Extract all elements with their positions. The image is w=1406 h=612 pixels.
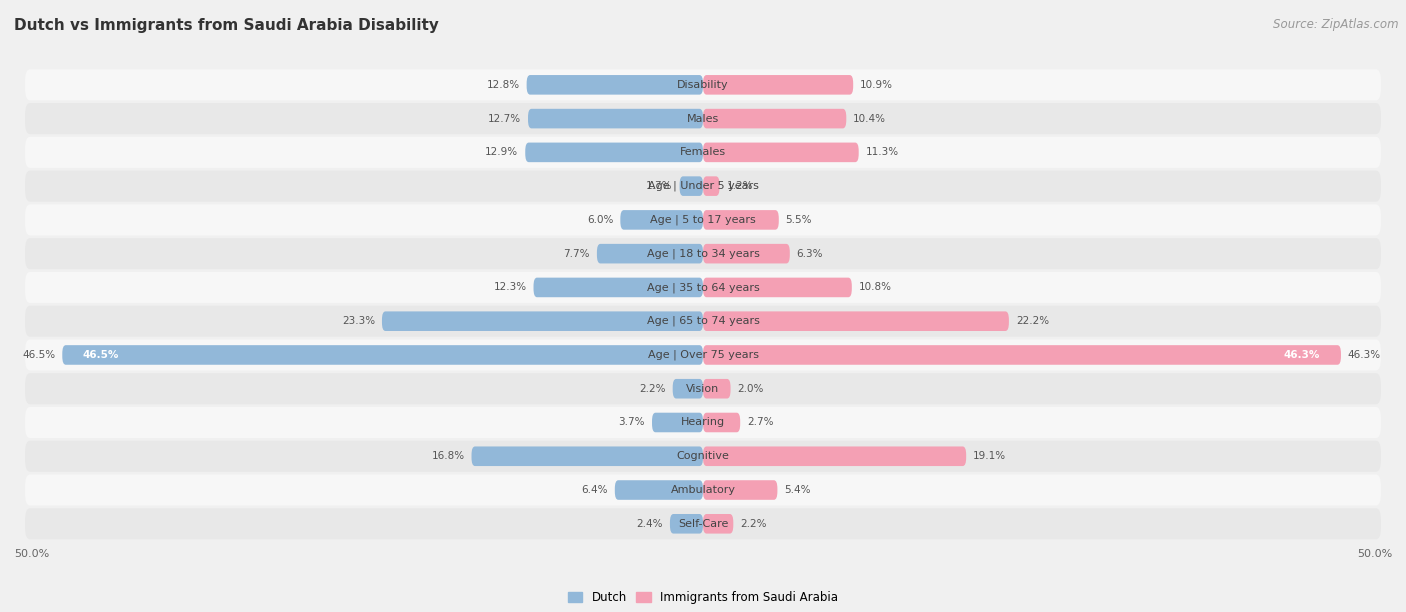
Text: 7.7%: 7.7% [564, 248, 591, 259]
Text: Age | Under 5 years: Age | Under 5 years [648, 181, 758, 192]
Text: 23.3%: 23.3% [342, 316, 375, 326]
FancyBboxPatch shape [25, 441, 1381, 472]
FancyBboxPatch shape [679, 176, 703, 196]
Text: 3.7%: 3.7% [619, 417, 645, 428]
Text: 12.3%: 12.3% [494, 282, 527, 293]
FancyBboxPatch shape [703, 210, 779, 230]
Text: Vision: Vision [686, 384, 720, 394]
FancyBboxPatch shape [25, 103, 1381, 134]
FancyBboxPatch shape [703, 447, 966, 466]
Text: Source: ZipAtlas.com: Source: ZipAtlas.com [1274, 18, 1399, 31]
FancyBboxPatch shape [703, 75, 853, 95]
Text: Disability: Disability [678, 80, 728, 90]
Text: Age | Over 75 years: Age | Over 75 years [648, 349, 758, 360]
Text: 5.5%: 5.5% [786, 215, 813, 225]
FancyBboxPatch shape [25, 508, 1381, 539]
Text: 1.2%: 1.2% [727, 181, 754, 191]
FancyBboxPatch shape [703, 480, 778, 500]
Text: 46.5%: 46.5% [22, 350, 55, 360]
FancyBboxPatch shape [703, 312, 1010, 331]
FancyBboxPatch shape [529, 109, 703, 129]
FancyBboxPatch shape [703, 176, 720, 196]
Text: 50.0%: 50.0% [14, 549, 49, 559]
Text: Females: Females [681, 147, 725, 157]
FancyBboxPatch shape [703, 109, 846, 129]
FancyBboxPatch shape [703, 412, 740, 432]
Text: 12.9%: 12.9% [485, 147, 519, 157]
FancyBboxPatch shape [25, 373, 1381, 405]
Text: 2.7%: 2.7% [747, 417, 773, 428]
FancyBboxPatch shape [672, 379, 703, 398]
FancyBboxPatch shape [25, 474, 1381, 506]
Text: 2.2%: 2.2% [740, 519, 766, 529]
Text: 10.9%: 10.9% [860, 80, 893, 90]
FancyBboxPatch shape [25, 305, 1381, 337]
Text: 50.0%: 50.0% [1357, 549, 1392, 559]
Text: 2.0%: 2.0% [738, 384, 763, 394]
Text: 12.8%: 12.8% [486, 80, 520, 90]
FancyBboxPatch shape [703, 143, 859, 162]
Text: 1.7%: 1.7% [647, 181, 672, 191]
Text: 2.4%: 2.4% [637, 519, 664, 529]
Text: 46.5%: 46.5% [83, 350, 120, 360]
FancyBboxPatch shape [25, 137, 1381, 168]
Text: 46.3%: 46.3% [1348, 350, 1381, 360]
Text: 6.0%: 6.0% [588, 215, 613, 225]
FancyBboxPatch shape [533, 278, 703, 297]
FancyBboxPatch shape [669, 514, 703, 534]
FancyBboxPatch shape [25, 204, 1381, 236]
Text: 6.4%: 6.4% [582, 485, 607, 495]
Text: Cognitive: Cognitive [676, 451, 730, 461]
Text: Age | 65 to 74 years: Age | 65 to 74 years [647, 316, 759, 326]
FancyBboxPatch shape [703, 379, 731, 398]
FancyBboxPatch shape [25, 407, 1381, 438]
FancyBboxPatch shape [703, 514, 734, 534]
Text: Males: Males [688, 114, 718, 124]
FancyBboxPatch shape [471, 447, 703, 466]
FancyBboxPatch shape [25, 69, 1381, 100]
FancyBboxPatch shape [620, 210, 703, 230]
FancyBboxPatch shape [25, 340, 1381, 370]
FancyBboxPatch shape [62, 345, 703, 365]
Text: 11.3%: 11.3% [866, 147, 898, 157]
FancyBboxPatch shape [703, 345, 1341, 365]
FancyBboxPatch shape [382, 312, 703, 331]
Text: Dutch vs Immigrants from Saudi Arabia Disability: Dutch vs Immigrants from Saudi Arabia Di… [14, 18, 439, 34]
FancyBboxPatch shape [614, 480, 703, 500]
Text: 19.1%: 19.1% [973, 451, 1007, 461]
Text: Self-Care: Self-Care [678, 519, 728, 529]
Text: Age | 35 to 64 years: Age | 35 to 64 years [647, 282, 759, 293]
Text: Hearing: Hearing [681, 417, 725, 428]
Text: 46.3%: 46.3% [1284, 350, 1320, 360]
FancyBboxPatch shape [527, 75, 703, 95]
Text: 22.2%: 22.2% [1015, 316, 1049, 326]
Text: 2.2%: 2.2% [640, 384, 666, 394]
FancyBboxPatch shape [652, 412, 703, 432]
FancyBboxPatch shape [25, 238, 1381, 269]
Text: 10.4%: 10.4% [853, 114, 886, 124]
Text: 10.8%: 10.8% [859, 282, 891, 293]
Text: 5.4%: 5.4% [785, 485, 811, 495]
Text: Ambulatory: Ambulatory [671, 485, 735, 495]
FancyBboxPatch shape [703, 278, 852, 297]
FancyBboxPatch shape [703, 244, 790, 263]
Legend: Dutch, Immigrants from Saudi Arabia: Dutch, Immigrants from Saudi Arabia [564, 586, 842, 608]
Text: 12.7%: 12.7% [488, 114, 522, 124]
Text: Age | 5 to 17 years: Age | 5 to 17 years [650, 215, 756, 225]
FancyBboxPatch shape [25, 171, 1381, 202]
Text: 16.8%: 16.8% [432, 451, 464, 461]
Text: Age | 18 to 34 years: Age | 18 to 34 years [647, 248, 759, 259]
FancyBboxPatch shape [25, 272, 1381, 303]
Text: 6.3%: 6.3% [797, 248, 823, 259]
FancyBboxPatch shape [598, 244, 703, 263]
FancyBboxPatch shape [526, 143, 703, 162]
